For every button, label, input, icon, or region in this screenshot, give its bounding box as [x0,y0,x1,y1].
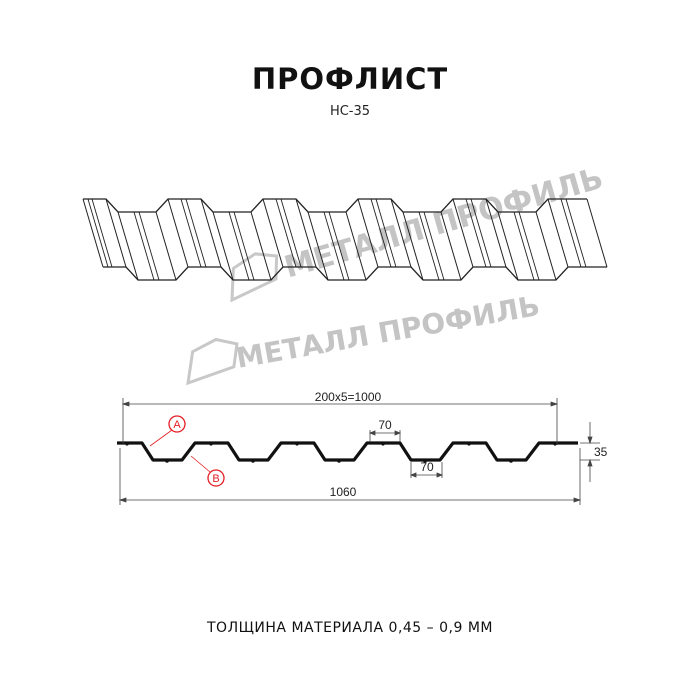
isometric-sheet-view [82,198,608,281]
fold-line [212,211,234,281]
product-code: НС-35 [329,104,371,119]
rib-line [228,211,250,281]
stiffener-rib [251,459,255,463]
rib-line [423,211,445,281]
stiffener-rib [467,442,471,446]
profile-line [117,441,578,462]
fold-line [586,198,608,268]
rib-line [470,198,492,268]
stiffener-rib [165,459,169,463]
fold-line [402,211,424,281]
stiffener-rib [509,459,513,463]
stiffener-rib [337,459,341,463]
fold-line [345,211,367,281]
rib-line [275,198,297,268]
rib-line [133,211,155,281]
rib-line [513,211,535,281]
callout-a-label: A [173,419,181,431]
material-thickness: ТОЛЩИНА МАТЕРИАЛА 0,45 – 0,9 ММ [207,620,493,636]
callout-b-label: B [212,473,219,485]
bottom-flange-dimension: 70 [420,460,434,474]
rib-line [518,211,540,281]
rib-line [180,198,202,268]
watermark-text: МЕТАЛЛ ПРОФИЛЬ [234,289,543,375]
fold-line [307,211,329,281]
sheet-bottom-edge [103,266,607,281]
dimension-lines [118,398,600,505]
pitch-dimension: 200x5=1000 [315,390,382,404]
stiffener-rib [209,442,213,446]
height-dimension: 35 [594,445,608,459]
page-title: ПРОФЛИСТ [251,62,449,96]
cross-section [117,441,578,463]
rib-line [87,198,109,268]
fold-line [357,198,379,268]
rib-line [418,211,440,281]
stiffener-rib [423,459,427,463]
fold-line [82,198,104,268]
rib-line [565,198,587,268]
fold-line [105,198,127,268]
rib-line [280,198,302,268]
rib-line [465,198,487,268]
fold-line [485,198,507,268]
rib-line [323,211,345,281]
rib-line [91,198,113,268]
rib-line [138,211,160,281]
rib-line [375,198,397,268]
fold-line [250,211,272,281]
fold-line [295,198,317,268]
fold-line [535,211,557,281]
fold-line [547,198,569,268]
rib-line [233,211,255,281]
stiffener-rib [295,442,299,446]
rib-line [370,198,392,268]
callout-b: B [190,455,225,487]
fold-line [167,198,189,268]
top-flange-dimension: 70 [378,418,392,432]
fold-line [452,198,474,268]
sheet-top-edge [83,198,587,213]
stiffener-rib [125,442,129,446]
total-width-dimension: 1060 [330,485,357,499]
fold-line [117,211,139,281]
fold-line [390,198,412,268]
rib-line [328,211,350,281]
stiffener-rib [381,442,385,446]
stiffener-rib [553,442,557,446]
fold-line [155,211,177,281]
fold-line [200,198,222,268]
fold-line [497,211,519,281]
fold-line [262,198,284,268]
callout-a: A [149,415,186,447]
fold-line [440,211,462,281]
rib-line [185,198,207,268]
rib-line [560,198,582,268]
